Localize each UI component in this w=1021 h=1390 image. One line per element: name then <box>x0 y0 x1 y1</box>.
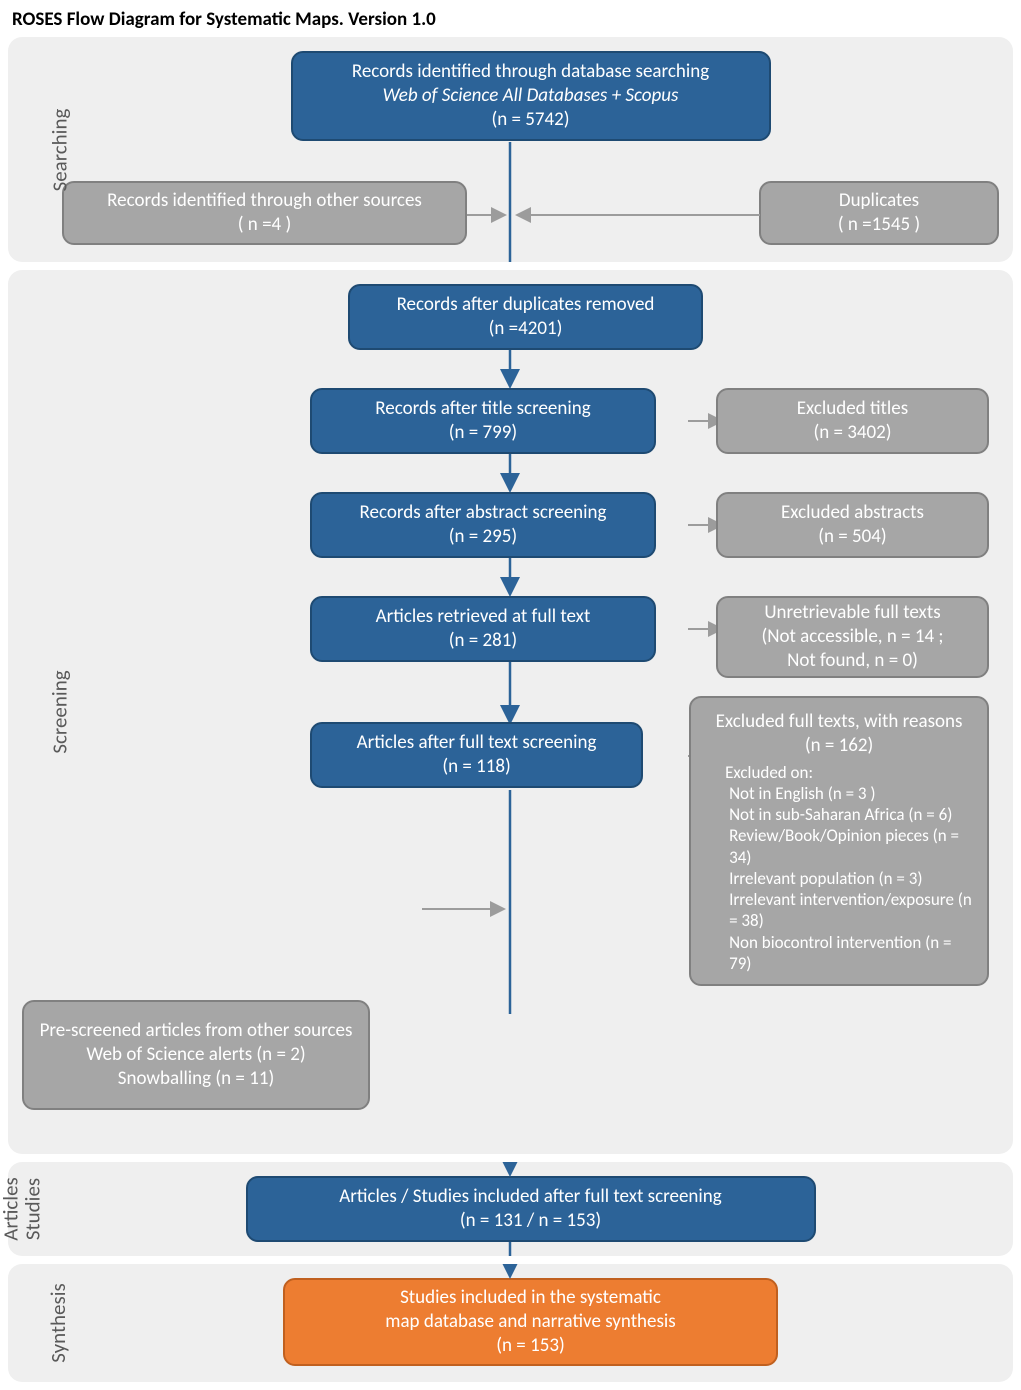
box-excluded-full: Excluded full texts, with reasons (n = 1… <box>689 696 989 986</box>
text: Duplicates <box>839 189 919 213</box>
text: Snowballing (n = 11) <box>118 1067 274 1091</box>
box-after-duplicates: Records after duplicates removed (n =420… <box>348 284 703 350</box>
text: Articles retrieved at full text <box>376 605 591 629</box>
text: Review/Book/Opinion pieces (n = 34) <box>729 825 977 868</box>
text: (n = 281) <box>449 629 517 653</box>
section-label-articles-studies: Articles Studies <box>0 1177 44 1241</box>
box-articles-studies: Articles / Studies included after full t… <box>246 1176 816 1242</box>
text: (n = 5742) <box>491 108 569 132</box>
text: Articles / Studies included after full t… <box>339 1185 721 1209</box>
text: Excluded titles <box>797 397 908 421</box>
box-after-fulltext: Articles after full text screening (n = … <box>310 722 643 788</box>
text: (Not accessible, n = 14 ; <box>761 625 943 649</box>
text: map database and narrative synthesis <box>385 1310 675 1334</box>
box-excluded-titles: Excluded titles (n = 3402) <box>716 388 989 454</box>
text: (n = 131 / n = 153) <box>460 1209 601 1233</box>
text: Records identified through database sear… <box>352 60 709 84</box>
text: Excluded on: <box>725 762 977 783</box>
text: Records after duplicates removed <box>397 293 655 317</box>
text: Studies included in the systematic <box>400 1286 661 1310</box>
text: (n = 3402) <box>813 421 891 445</box>
text: (n = 118) <box>442 755 510 779</box>
text: Articles after full text screening <box>357 731 597 755</box>
text: Not in sub-Saharan Africa (n = 6) <box>729 804 977 825</box>
text: Records after title screening <box>375 397 590 421</box>
text: Excluded full texts, with reasons <box>716 710 963 734</box>
text: Web of Science alerts (n = 2) <box>86 1043 305 1067</box>
box-unretrievable: Unretrievable full texts (Not accessible… <box>716 596 989 678</box>
box-duplicates: Duplicates ( n =1545 ) <box>759 181 999 245</box>
text: (n = 799) <box>449 421 517 445</box>
box-after-title: Records after title screening (n = 799) <box>310 388 656 454</box>
text: Excluded abstracts <box>781 501 924 525</box>
text: (n = 504) <box>818 525 886 549</box>
box-synthesis: Studies included in the systematic map d… <box>283 1278 778 1366</box>
section-label-synthesis: Synthesis <box>45 1283 71 1363</box>
excluded-reasons: Excluded on: Not in English (n = 3 ) Not… <box>701 762 977 975</box>
section-searching: Searching Records identified through dat… <box>8 37 1013 262</box>
text: Irrelevant intervention/exposure (n = 38… <box>729 889 977 932</box>
box-retrieved-full: Articles retrieved at full text (n = 281… <box>310 596 656 662</box>
text: (n = 162) <box>805 734 873 758</box>
text: (n = 295) <box>449 525 517 549</box>
text: (n = 153) <box>496 1334 564 1358</box>
text: (n =4201) <box>489 317 563 341</box>
box-after-abstract: Records after abstract screening (n = 29… <box>310 492 656 558</box>
text: Pre-screened articles from other sources <box>40 1019 353 1043</box>
text: Studies <box>20 1178 46 1240</box>
text: Irrelevant population (n = 3) <box>729 868 977 889</box>
text: Records after abstract screening <box>360 501 607 525</box>
text: Not in English (n = 3 ) <box>729 783 977 804</box>
section-articles-studies: Articles Studies Articles / Studies incl… <box>8 1162 1013 1256</box>
box-prescreened: Pre-screened articles from other sources… <box>22 1000 370 1110</box>
box-excluded-abstracts: Excluded abstracts (n = 504) <box>716 492 989 558</box>
section-screening: Screening <box>8 270 1013 1154</box>
text: Unretrievable full texts <box>764 601 940 625</box>
text: ( n =4 ) <box>238 213 291 237</box>
section-label-searching: Searching <box>46 108 72 191</box>
text: ( n =1545 ) <box>838 213 920 237</box>
diagram-title: ROSES Flow Diagram for Systematic Maps. … <box>8 8 1013 31</box>
box-other-sources: Records identified through other sources… <box>62 181 467 245</box>
text: Not found, n = 0) <box>787 649 918 673</box>
box-database-search: Records identified through database sear… <box>291 51 771 141</box>
section-synthesis: Synthesis Studies included in the system… <box>8 1264 1013 1382</box>
text: Records identified through other sources <box>107 189 422 213</box>
text: Web of Science All Databases + Scopus <box>383 84 679 108</box>
text: Non biocontrol intervention (n = 79) <box>729 932 977 975</box>
sections-container: Searching Records identified through dat… <box>8 37 1013 1382</box>
